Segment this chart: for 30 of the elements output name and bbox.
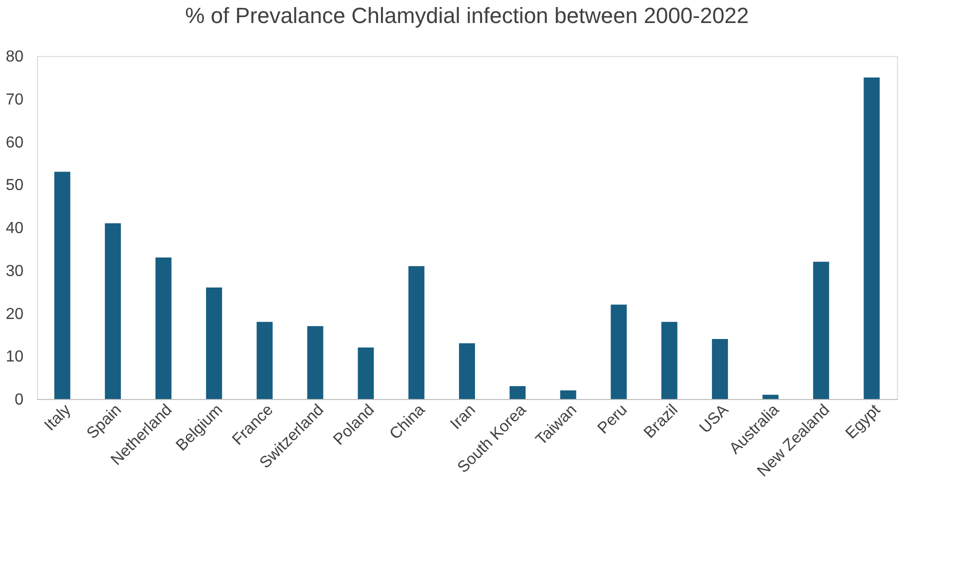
y-tick-label: 20 — [6, 306, 24, 323]
bar — [459, 343, 475, 399]
bar — [510, 386, 526, 399]
x-tick-label: Italy — [42, 402, 74, 434]
bar — [358, 348, 374, 399]
x-tick-label: USA — [696, 401, 732, 437]
chart-title: % of Prevalance Chlamydial infection between 2000-2022 — [185, 3, 749, 28]
y-tick-label: 70 — [6, 91, 24, 108]
y-tick-label: 30 — [6, 262, 24, 280]
y-tick-label: 10 — [6, 348, 24, 366]
bar — [408, 266, 424, 399]
y-tick-label: 80 — [6, 48, 24, 66]
bar — [307, 326, 324, 399]
bar — [206, 288, 222, 399]
bar — [54, 172, 70, 399]
y-tick-label: 60 — [6, 134, 24, 152]
bar — [762, 394, 779, 399]
bar — [661, 322, 678, 399]
bar — [813, 262, 830, 399]
bar — [104, 223, 121, 399]
bar — [256, 322, 273, 399]
bar — [864, 77, 880, 399]
bar — [155, 258, 172, 399]
y-tick-label: 50 — [6, 177, 24, 194]
bar — [610, 304, 627, 399]
y-tick-label: 40 — [6, 220, 24, 237]
y-tick-label: 0 — [14, 392, 24, 408]
x-tick-label: Iran — [448, 402, 480, 434]
bar — [560, 390, 576, 399]
bar — [712, 338, 728, 399]
